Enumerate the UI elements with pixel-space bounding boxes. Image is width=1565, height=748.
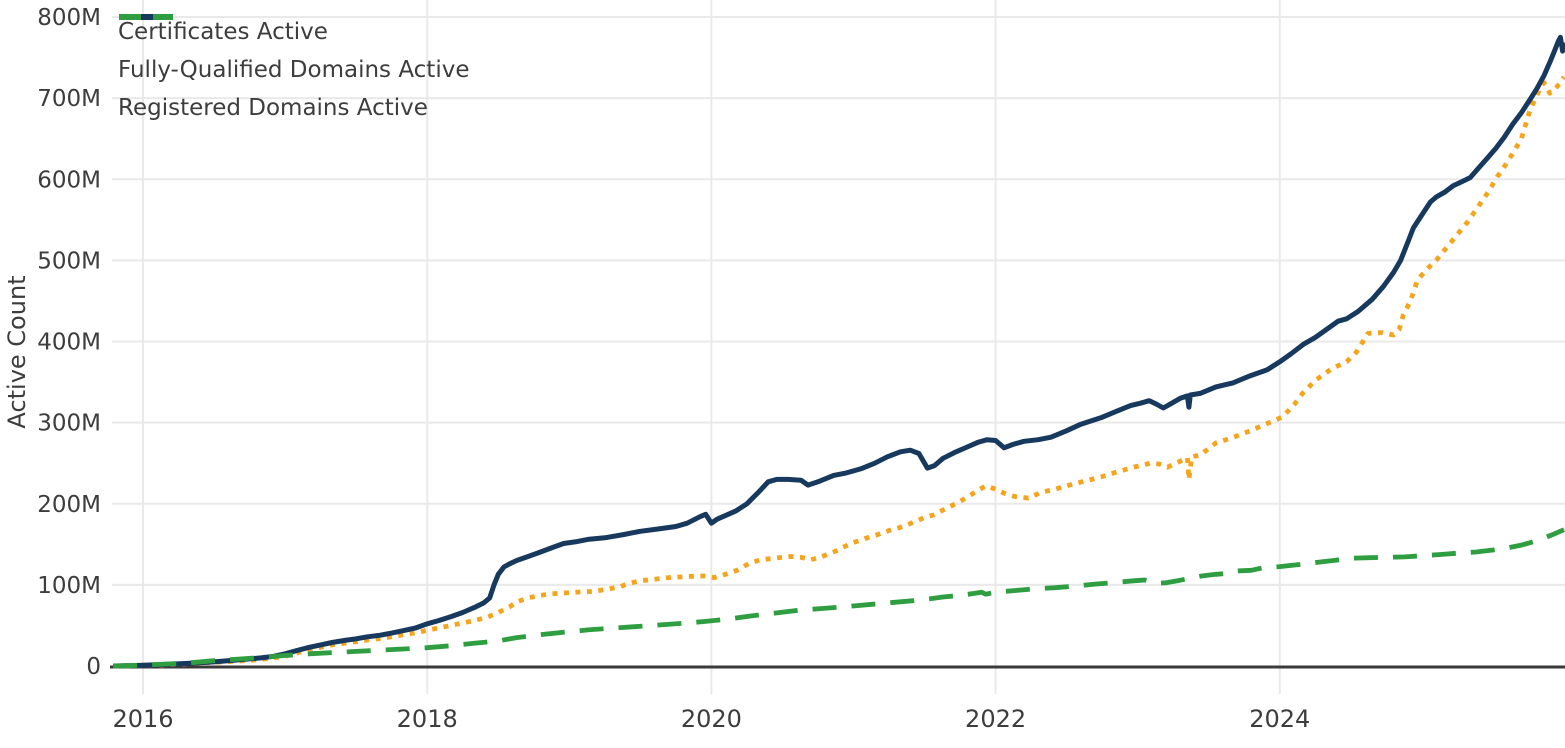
legend-label: Certificates Active (118, 19, 328, 45)
y-tick-label: 400M (37, 330, 101, 356)
y-axis-title: Active Count (3, 275, 31, 428)
gridlines (112, 0, 1565, 694)
series-lines (113, 34, 1565, 669)
y-tick-label: 300M (37, 411, 101, 437)
legend-label: Registered Domains Active (118, 95, 428, 121)
series-line-0 (113, 75, 1565, 669)
legend-item-fqdns[interactable]: Fully-Qualified Domains Active (118, 14, 470, 89)
series-line-2 (113, 527, 1565, 669)
x-tick-label: 2018 (397, 705, 458, 733)
axis-tick-labels: 0 100M 200M 300M 400M 500M 600M 700M 800M 2016 201… (37, 5, 1310, 733)
y-tick-label: 500M (37, 248, 101, 274)
y-tick-label: 600M (37, 167, 101, 193)
y-tick-label: 800M (37, 5, 101, 31)
legend-label: Fully-Qualified Domains Active (118, 57, 470, 83)
x-tick-label: 2020 (681, 705, 742, 733)
y-tick-label: 0 (86, 654, 101, 680)
y-tick-label: 200M (37, 492, 101, 518)
y-tick-label: 100M (37, 573, 101, 599)
x-tick-label: 2022 (965, 705, 1026, 733)
dashed-line-swatch-icon (119, 14, 173, 20)
series-line-1 (113, 34, 1565, 669)
x-tick-label: 2024 (1249, 705, 1310, 733)
y-tick-label: 700M (37, 86, 101, 112)
legend-item-registered[interactable]: Registered Domains Active (118, 14, 469, 127)
legend: Certificates Active Fully-Qualified Doma… (118, 13, 469, 127)
x-tick-label: 2016 (112, 705, 173, 733)
